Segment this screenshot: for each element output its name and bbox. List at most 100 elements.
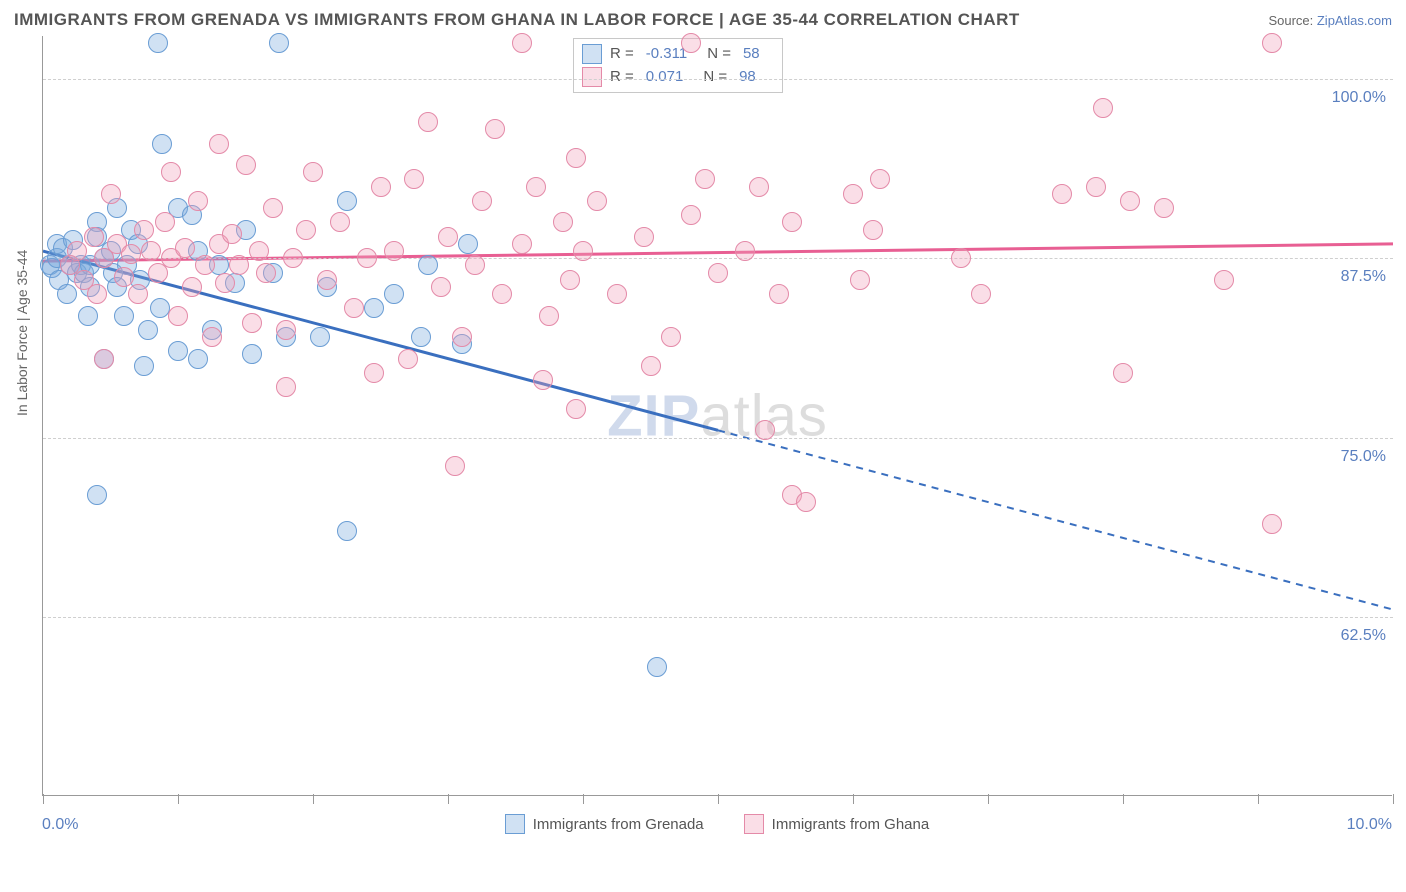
scatter-point-ghana bbox=[175, 238, 195, 258]
scatter-point-ghana bbox=[438, 227, 458, 247]
x-tick bbox=[583, 794, 584, 804]
scatter-point-ghana bbox=[404, 169, 424, 189]
legend-row-grenada: R = -0.311 N = 58 bbox=[582, 43, 772, 66]
scatter-point-ghana bbox=[452, 327, 472, 347]
y-tick-label: 62.5% bbox=[1341, 627, 1386, 645]
scatter-point-ghana bbox=[114, 267, 134, 287]
scatter-point-ghana bbox=[951, 248, 971, 268]
legend-n-value-grenada: 58 bbox=[743, 43, 760, 66]
x-tick bbox=[853, 794, 854, 804]
scatter-point-ghana bbox=[708, 263, 728, 283]
x-tick bbox=[313, 794, 314, 804]
scatter-point-ghana bbox=[445, 456, 465, 476]
scatter-point-ghana bbox=[1120, 191, 1140, 211]
scatter-point-ghana bbox=[398, 349, 418, 369]
scatter-point-ghana bbox=[256, 263, 276, 283]
scatter-point-ghana bbox=[263, 198, 283, 218]
scatter-point-ghana bbox=[465, 255, 485, 275]
scatter-point-grenada bbox=[384, 284, 404, 304]
scatter-point-ghana bbox=[492, 284, 512, 304]
chart-container: In Labor Force | Age 35-44 ZIPatlas R = … bbox=[42, 36, 1392, 846]
legend-n-label: N = bbox=[703, 66, 727, 89]
scatter-point-ghana bbox=[641, 356, 661, 376]
legend-n-label: N = bbox=[707, 43, 731, 66]
scatter-point-ghana bbox=[607, 284, 627, 304]
legend-n-value-ghana: 98 bbox=[739, 66, 756, 89]
scatter-point-ghana bbox=[229, 255, 249, 275]
scatter-point-ghana bbox=[330, 212, 350, 232]
scatter-point-ghana bbox=[249, 241, 269, 261]
source-link[interactable]: ZipAtlas.com bbox=[1317, 13, 1392, 28]
y-tick-label: 100.0% bbox=[1332, 89, 1386, 107]
correlation-legend: R = -0.311 N = 58 R = 0.071 N = 98 bbox=[573, 38, 783, 93]
chart-area: ZIPatlas R = -0.311 N = 58 R = 0.071 N =… bbox=[42, 36, 1392, 796]
scatter-point-ghana bbox=[1262, 33, 1282, 53]
scatter-point-ghana bbox=[344, 298, 364, 318]
scatter-point-ghana bbox=[101, 184, 121, 204]
legend-r-value-ghana: 0.071 bbox=[646, 66, 684, 89]
scatter-point-ghana bbox=[168, 306, 188, 326]
scatter-point-grenada bbox=[57, 284, 77, 304]
gridline bbox=[43, 617, 1393, 618]
scatter-point-grenada bbox=[337, 521, 357, 541]
scatter-point-grenada bbox=[458, 234, 478, 254]
scatter-point-ghana bbox=[303, 162, 323, 182]
y-tick-label: 87.5% bbox=[1341, 268, 1386, 286]
scatter-point-grenada bbox=[411, 327, 431, 347]
scatter-point-grenada bbox=[134, 356, 154, 376]
x-tick bbox=[1258, 794, 1259, 804]
source: Source: ZipAtlas.com bbox=[1268, 13, 1392, 28]
scatter-point-ghana bbox=[863, 220, 883, 240]
y-tick-label: 75.0% bbox=[1341, 448, 1386, 466]
scatter-point-ghana bbox=[94, 349, 114, 369]
scatter-point-ghana bbox=[533, 370, 553, 390]
scatter-point-ghana bbox=[971, 284, 991, 304]
scatter-point-ghana bbox=[141, 241, 161, 261]
scatter-point-ghana bbox=[296, 220, 316, 240]
scatter-point-ghana bbox=[560, 270, 580, 290]
scatter-point-ghana bbox=[735, 241, 755, 261]
scatter-point-ghana bbox=[418, 112, 438, 132]
scatter-point-ghana bbox=[317, 270, 337, 290]
scatter-point-ghana bbox=[755, 420, 775, 440]
scatter-point-ghana bbox=[843, 184, 863, 204]
scatter-point-ghana bbox=[236, 155, 256, 175]
scatter-point-ghana bbox=[1262, 514, 1282, 534]
scatter-point-grenada bbox=[188, 349, 208, 369]
scatter-point-grenada bbox=[87, 485, 107, 505]
scatter-point-ghana bbox=[512, 33, 532, 53]
scatter-point-ghana bbox=[215, 273, 235, 293]
bottom-legend-item-grenada: Immigrants from Grenada bbox=[505, 814, 704, 834]
scatter-point-ghana bbox=[222, 224, 242, 244]
scatter-point-ghana bbox=[182, 277, 202, 297]
scatter-point-grenada bbox=[148, 33, 168, 53]
scatter-point-ghana bbox=[661, 327, 681, 347]
scatter-point-ghana bbox=[850, 270, 870, 290]
scatter-point-ghana bbox=[681, 33, 701, 53]
scatter-point-ghana bbox=[364, 363, 384, 383]
scatter-point-ghana bbox=[472, 191, 492, 211]
scatter-point-ghana bbox=[485, 119, 505, 139]
scatter-point-grenada bbox=[138, 320, 158, 340]
gridline bbox=[43, 79, 1393, 80]
legend-swatch-grenada bbox=[582, 44, 602, 64]
scatter-point-grenada bbox=[647, 657, 667, 677]
scatter-point-ghana bbox=[796, 492, 816, 512]
gridline bbox=[43, 438, 1393, 439]
legend-swatch-ghana bbox=[582, 67, 602, 87]
scatter-point-ghana bbox=[209, 134, 229, 154]
scatter-point-grenada bbox=[310, 327, 330, 347]
scatter-point-ghana bbox=[357, 248, 377, 268]
scatter-point-ghana bbox=[695, 169, 715, 189]
scatter-point-ghana bbox=[769, 284, 789, 304]
scatter-point-grenada bbox=[337, 191, 357, 211]
scatter-point-ghana bbox=[512, 234, 532, 254]
watermark: ZIPatlas bbox=[607, 382, 828, 449]
scatter-point-ghana bbox=[1093, 98, 1113, 118]
scatter-point-ghana bbox=[539, 306, 559, 326]
scatter-point-ghana bbox=[1214, 270, 1234, 290]
trend-lines bbox=[43, 36, 1393, 796]
x-tick bbox=[448, 794, 449, 804]
bottom-legend: Immigrants from Grenada Immigrants from … bbox=[42, 814, 1392, 834]
scatter-point-ghana bbox=[431, 277, 451, 297]
